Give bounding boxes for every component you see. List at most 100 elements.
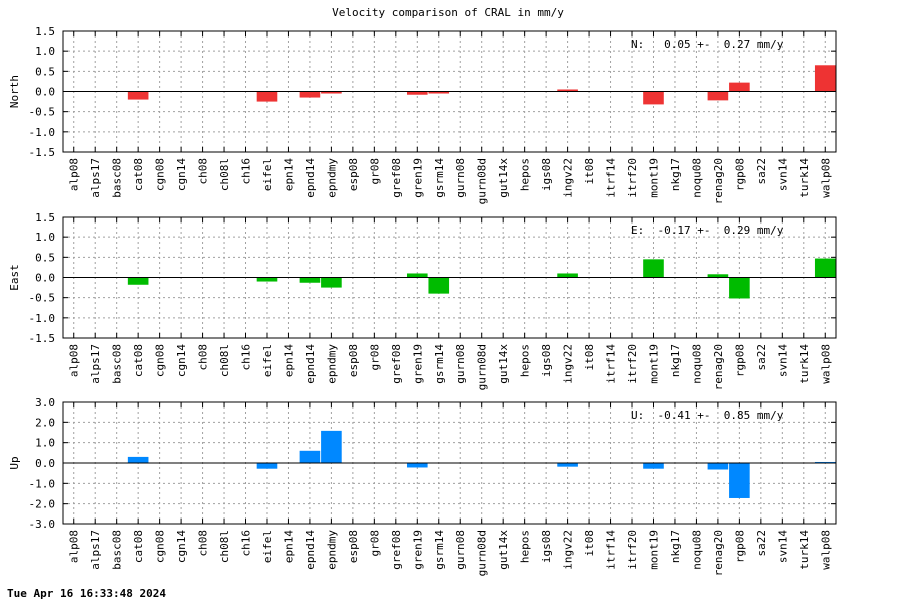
x-tick-label: ingv22 [562,530,575,570]
x-tick-label: alps17 [89,530,102,570]
x-tick-label: igs08 [540,344,553,377]
x-tick-label: hepos [519,530,532,563]
x-tick-label: renag20 [712,344,725,390]
x-tick-label: alps17 [89,344,102,384]
bar-epnd14 [299,450,321,463]
x-tick-label: rgp08 [733,344,746,377]
x-tick-label: cat08 [132,530,145,563]
x-tick-label: sa22 [755,344,768,371]
x-tick-label: basc08 [111,530,124,570]
x-tick-label: cat08 [132,344,145,377]
x-tick-label: ch16 [240,344,253,371]
bar-cat08 [127,91,149,100]
x-tick-label: gurn08d [476,158,489,204]
x-tick-label: cgn08 [154,344,167,377]
y-axis-label: Up [8,456,21,469]
bar-gsrm14 [428,91,450,94]
x-tick-label: gurn08d [476,344,489,390]
y-tick-label: 1.0 [35,231,55,244]
plot-frame [62,30,837,153]
plot-frame [62,216,837,339]
x-tick-label: alp08 [68,344,81,377]
x-tick-label: cgn08 [154,530,167,563]
x-tick-label: ch16 [240,530,253,557]
bar-epndmy [321,277,342,288]
bar-gren19 [406,463,428,468]
x-tick-label: eifel [261,158,274,191]
x-tick-label: cgn14 [175,158,188,191]
x-tick-label: gref08 [390,344,403,384]
x-tick-label: epndmy [325,530,338,570]
x-tick-label: gut14x [497,530,510,570]
y-tick-label: 3.0 [35,396,55,409]
x-tick-label: turk14 [798,158,811,198]
x-tick-label: gref08 [390,158,403,198]
x-tick-label: gut14x [497,158,510,198]
y-tick-label: -1.0 [29,312,56,325]
x-tick-label: basc08 [111,158,124,198]
x-tick-label: ch08 [197,344,210,371]
x-tick-label: gurn08d [476,530,489,576]
x-tick-label: it08 [583,344,596,371]
bar-epndmy [321,430,342,463]
stat-annotation: E: -0.17 +- 0.29 mm/y [631,224,784,237]
bar-cat08 [127,277,149,285]
x-tick-label: epnd14 [304,344,317,384]
x-tick-label: turk14 [798,344,811,384]
y-tick-label: -1.5 [29,332,56,345]
x-tick-label: ch08l [218,344,231,377]
y-tick-label: 2.0 [35,416,55,429]
x-tick-label: noqu08 [690,344,703,384]
bar-rgp08 [729,277,750,299]
x-tick-label: itrf14 [605,530,618,570]
x-tick-label: epnd14 [304,158,317,198]
x-tick-label: gurn08 [454,158,467,198]
x-tick-label: epn14 [282,344,295,377]
x-tick-label: cgn14 [175,344,188,377]
x-tick-label: turk14 [798,530,811,570]
bar-walp08 [814,461,836,463]
bar-epnd14 [299,277,321,283]
x-tick-label: gsrm14 [433,158,446,198]
y-tick-label: 0.0 [35,457,55,470]
chart-title: Velocity comparison of CRAL in mm/y [332,6,564,19]
x-tick-label: epndmy [325,344,338,384]
x-tick-label: it08 [583,158,596,185]
x-tick-label: alp08 [68,158,81,191]
y-tick-label: -1.0 [29,477,56,490]
bar-ingv22 [557,273,578,278]
x-tick-label: gsrm14 [433,344,446,384]
bar-mont19 [643,91,664,105]
bar-gren19 [406,91,428,95]
x-tick-label: gren19 [411,530,424,570]
x-tick-label: sa22 [755,530,768,557]
bar-eifel [256,463,278,469]
bar-mont19 [643,463,664,469]
x-tick-label: noqu08 [690,158,703,198]
x-tick-label: cat08 [132,158,145,191]
bar-ingv22 [557,463,578,467]
y-tick-label: -0.5 [29,106,56,119]
x-tick-label: svn14 [776,158,789,191]
x-tick-label: ch08 [197,530,210,557]
x-tick-label: cgn14 [175,530,188,563]
x-tick-label: itrf14 [605,158,618,198]
x-tick-label: epndmy [325,158,338,198]
y-tick-label: -0.5 [29,292,56,305]
x-tick-label: igs08 [540,530,553,563]
x-tick-label: esp08 [347,530,360,563]
bar-epndmy [321,91,342,94]
bar-rgp08 [729,463,750,498]
bar-eifel [256,277,278,282]
x-tick-label: sa22 [755,158,768,185]
x-tick-label: svn14 [776,530,789,563]
y-tick-label: 1.5 [35,25,55,38]
y-tick-label: 0.5 [35,251,55,264]
bar-epnd14 [299,91,321,98]
x-tick-label: it08 [583,530,596,557]
x-tick-label: gurn08 [454,344,467,384]
x-tick-label: gr08 [368,530,381,557]
x-tick-label: alp08 [68,530,81,563]
bar-gren19 [406,273,428,278]
